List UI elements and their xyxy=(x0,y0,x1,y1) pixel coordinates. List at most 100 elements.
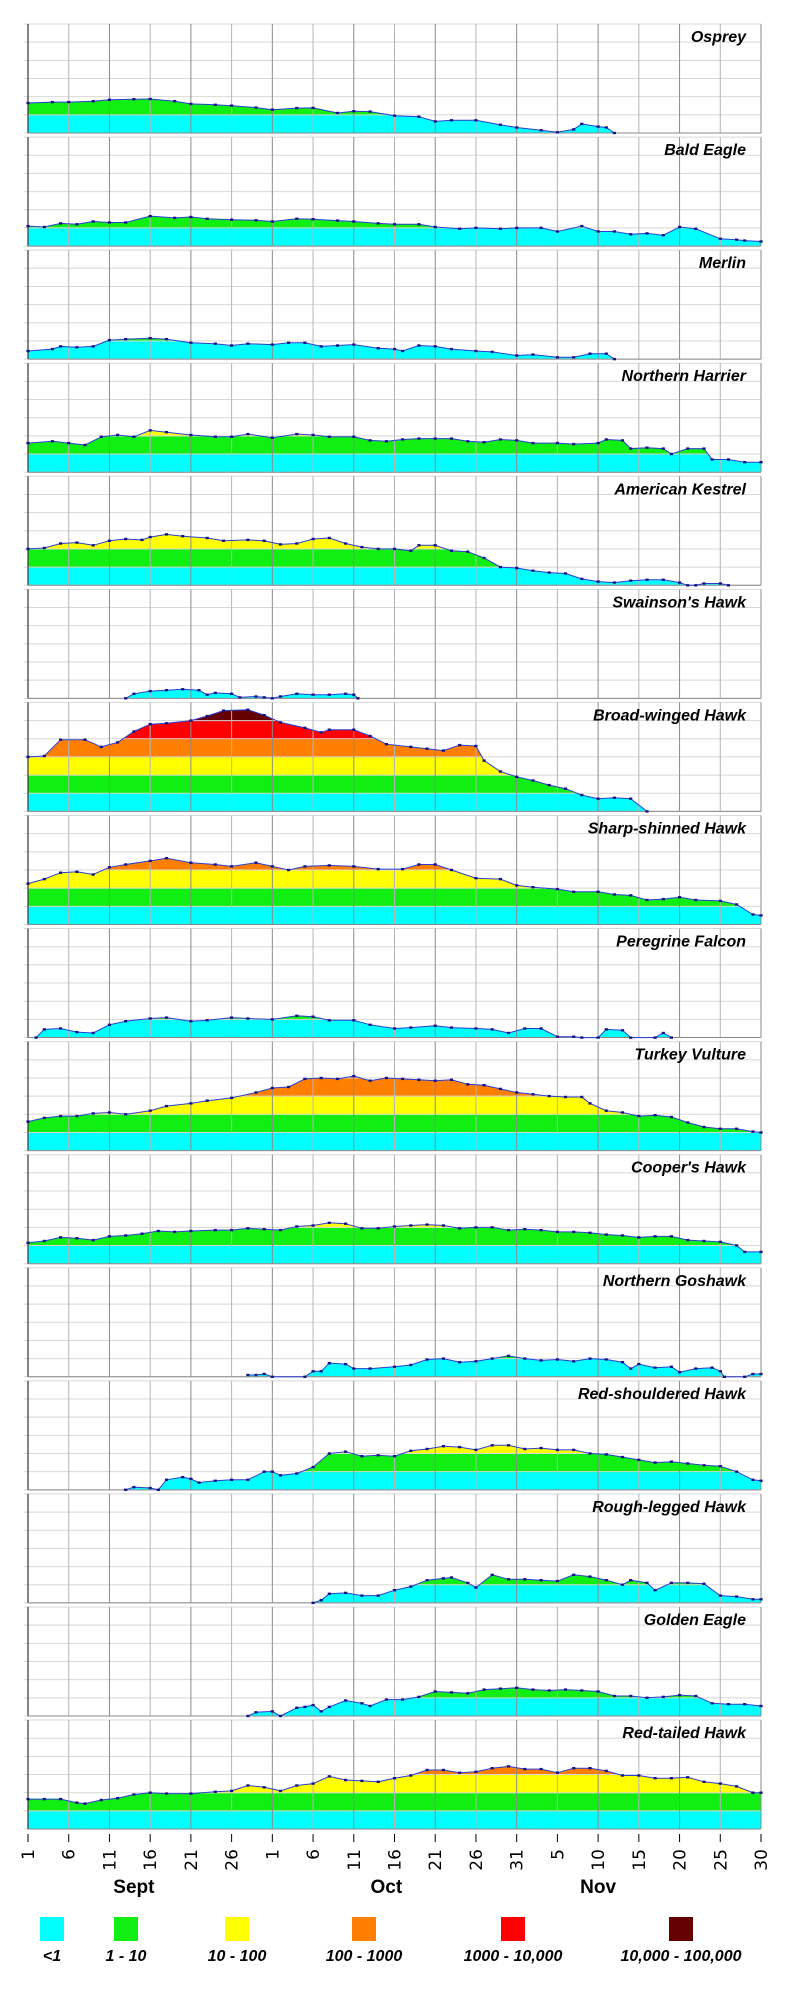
data-point xyxy=(588,1452,592,1455)
data-point xyxy=(59,1797,63,1801)
data-point xyxy=(124,1234,128,1237)
data-point xyxy=(653,1777,657,1780)
data-point xyxy=(344,1591,348,1595)
panel-swainson-s-hawk: Swainson's Hawk xyxy=(24,588,762,700)
data-point xyxy=(189,215,193,219)
data-point xyxy=(124,537,128,541)
data-point xyxy=(42,225,46,229)
data-point xyxy=(360,1702,364,1705)
data-point xyxy=(523,1027,527,1030)
data-point xyxy=(392,223,397,226)
data-point xyxy=(344,692,348,695)
data-point xyxy=(327,536,331,540)
data-point xyxy=(26,1797,30,1801)
data-point xyxy=(645,1696,649,1699)
data-point xyxy=(75,346,79,349)
data-point xyxy=(645,898,649,902)
data-point xyxy=(555,887,559,891)
data-point xyxy=(449,119,454,122)
x-tick-label: 6 xyxy=(60,1849,80,1860)
data-point xyxy=(637,1114,641,1118)
data-point xyxy=(449,1026,454,1029)
legend-label: 1000 - 10,000 xyxy=(464,1948,563,1965)
data-point xyxy=(107,1235,111,1238)
data-point xyxy=(702,582,706,585)
data-point xyxy=(523,1228,527,1231)
data-point xyxy=(356,697,360,700)
data-point xyxy=(751,1130,755,1133)
x-tick-label: 1 xyxy=(263,1849,283,1860)
x-tick-label: 6 xyxy=(304,1849,324,1860)
data-point xyxy=(368,1023,372,1026)
data-point xyxy=(718,1782,722,1785)
data-point xyxy=(205,1019,209,1022)
data-point xyxy=(506,1354,511,1358)
data-point xyxy=(197,1481,201,1484)
data-point xyxy=(588,352,592,355)
data-point xyxy=(230,865,234,868)
data-point xyxy=(311,1601,315,1605)
data-point xyxy=(686,1776,690,1779)
data-point xyxy=(702,447,706,450)
data-point xyxy=(604,1579,608,1582)
data-point xyxy=(392,347,397,351)
data-point xyxy=(262,696,266,699)
data-point xyxy=(327,864,331,867)
data-point xyxy=(262,1372,266,1376)
data-point xyxy=(653,1235,657,1238)
data-point xyxy=(629,1694,633,1698)
legend-item: 10,000 - 100,000 xyxy=(621,1917,742,1965)
data-point xyxy=(148,97,152,101)
data-point xyxy=(189,433,193,437)
panel-title: Cooper's Hawk xyxy=(631,1160,747,1177)
data-point xyxy=(205,714,209,718)
data-point xyxy=(466,440,470,443)
data-point xyxy=(490,1028,494,1031)
data-point xyxy=(221,709,226,712)
data-point xyxy=(344,1699,348,1702)
data-point xyxy=(213,1790,217,1793)
data-point xyxy=(246,708,250,711)
data-point xyxy=(482,556,486,560)
data-point xyxy=(352,343,356,346)
data-point xyxy=(596,230,600,233)
data-point xyxy=(352,1019,356,1022)
data-point xyxy=(278,1789,283,1793)
x-tick-label: 15 xyxy=(630,1849,650,1871)
data-point xyxy=(661,578,665,581)
data-point xyxy=(759,1372,763,1376)
data-point xyxy=(270,865,274,868)
data-point xyxy=(417,1078,421,1081)
data-point xyxy=(474,226,478,230)
gridlines xyxy=(24,23,762,134)
data-point xyxy=(246,538,250,542)
data-point xyxy=(596,441,600,445)
legend-swatch xyxy=(40,1917,64,1941)
data-point xyxy=(327,1592,331,1595)
data-point xyxy=(50,100,54,104)
data-points xyxy=(26,337,616,361)
data-point xyxy=(278,695,283,698)
data-point xyxy=(759,1250,763,1254)
data-point xyxy=(116,1797,120,1800)
data-point xyxy=(148,723,152,726)
data-point xyxy=(466,550,470,553)
data-point xyxy=(213,1228,217,1232)
data-point xyxy=(482,1688,486,1691)
panel-osprey: Osprey xyxy=(24,23,762,135)
data-point xyxy=(515,354,519,357)
data-point xyxy=(531,569,535,572)
data-point xyxy=(588,1767,592,1770)
data-point xyxy=(148,859,152,863)
data-point xyxy=(270,220,274,223)
legend-label: 1 - 10 xyxy=(106,1948,147,1965)
data-point xyxy=(531,779,535,782)
data-point xyxy=(287,341,291,344)
data-point xyxy=(620,1111,625,1114)
gridlines xyxy=(24,928,762,1039)
gridlines xyxy=(24,362,762,473)
data-point xyxy=(441,1768,445,1772)
data-point xyxy=(352,1074,356,1078)
data-point xyxy=(295,1784,299,1787)
